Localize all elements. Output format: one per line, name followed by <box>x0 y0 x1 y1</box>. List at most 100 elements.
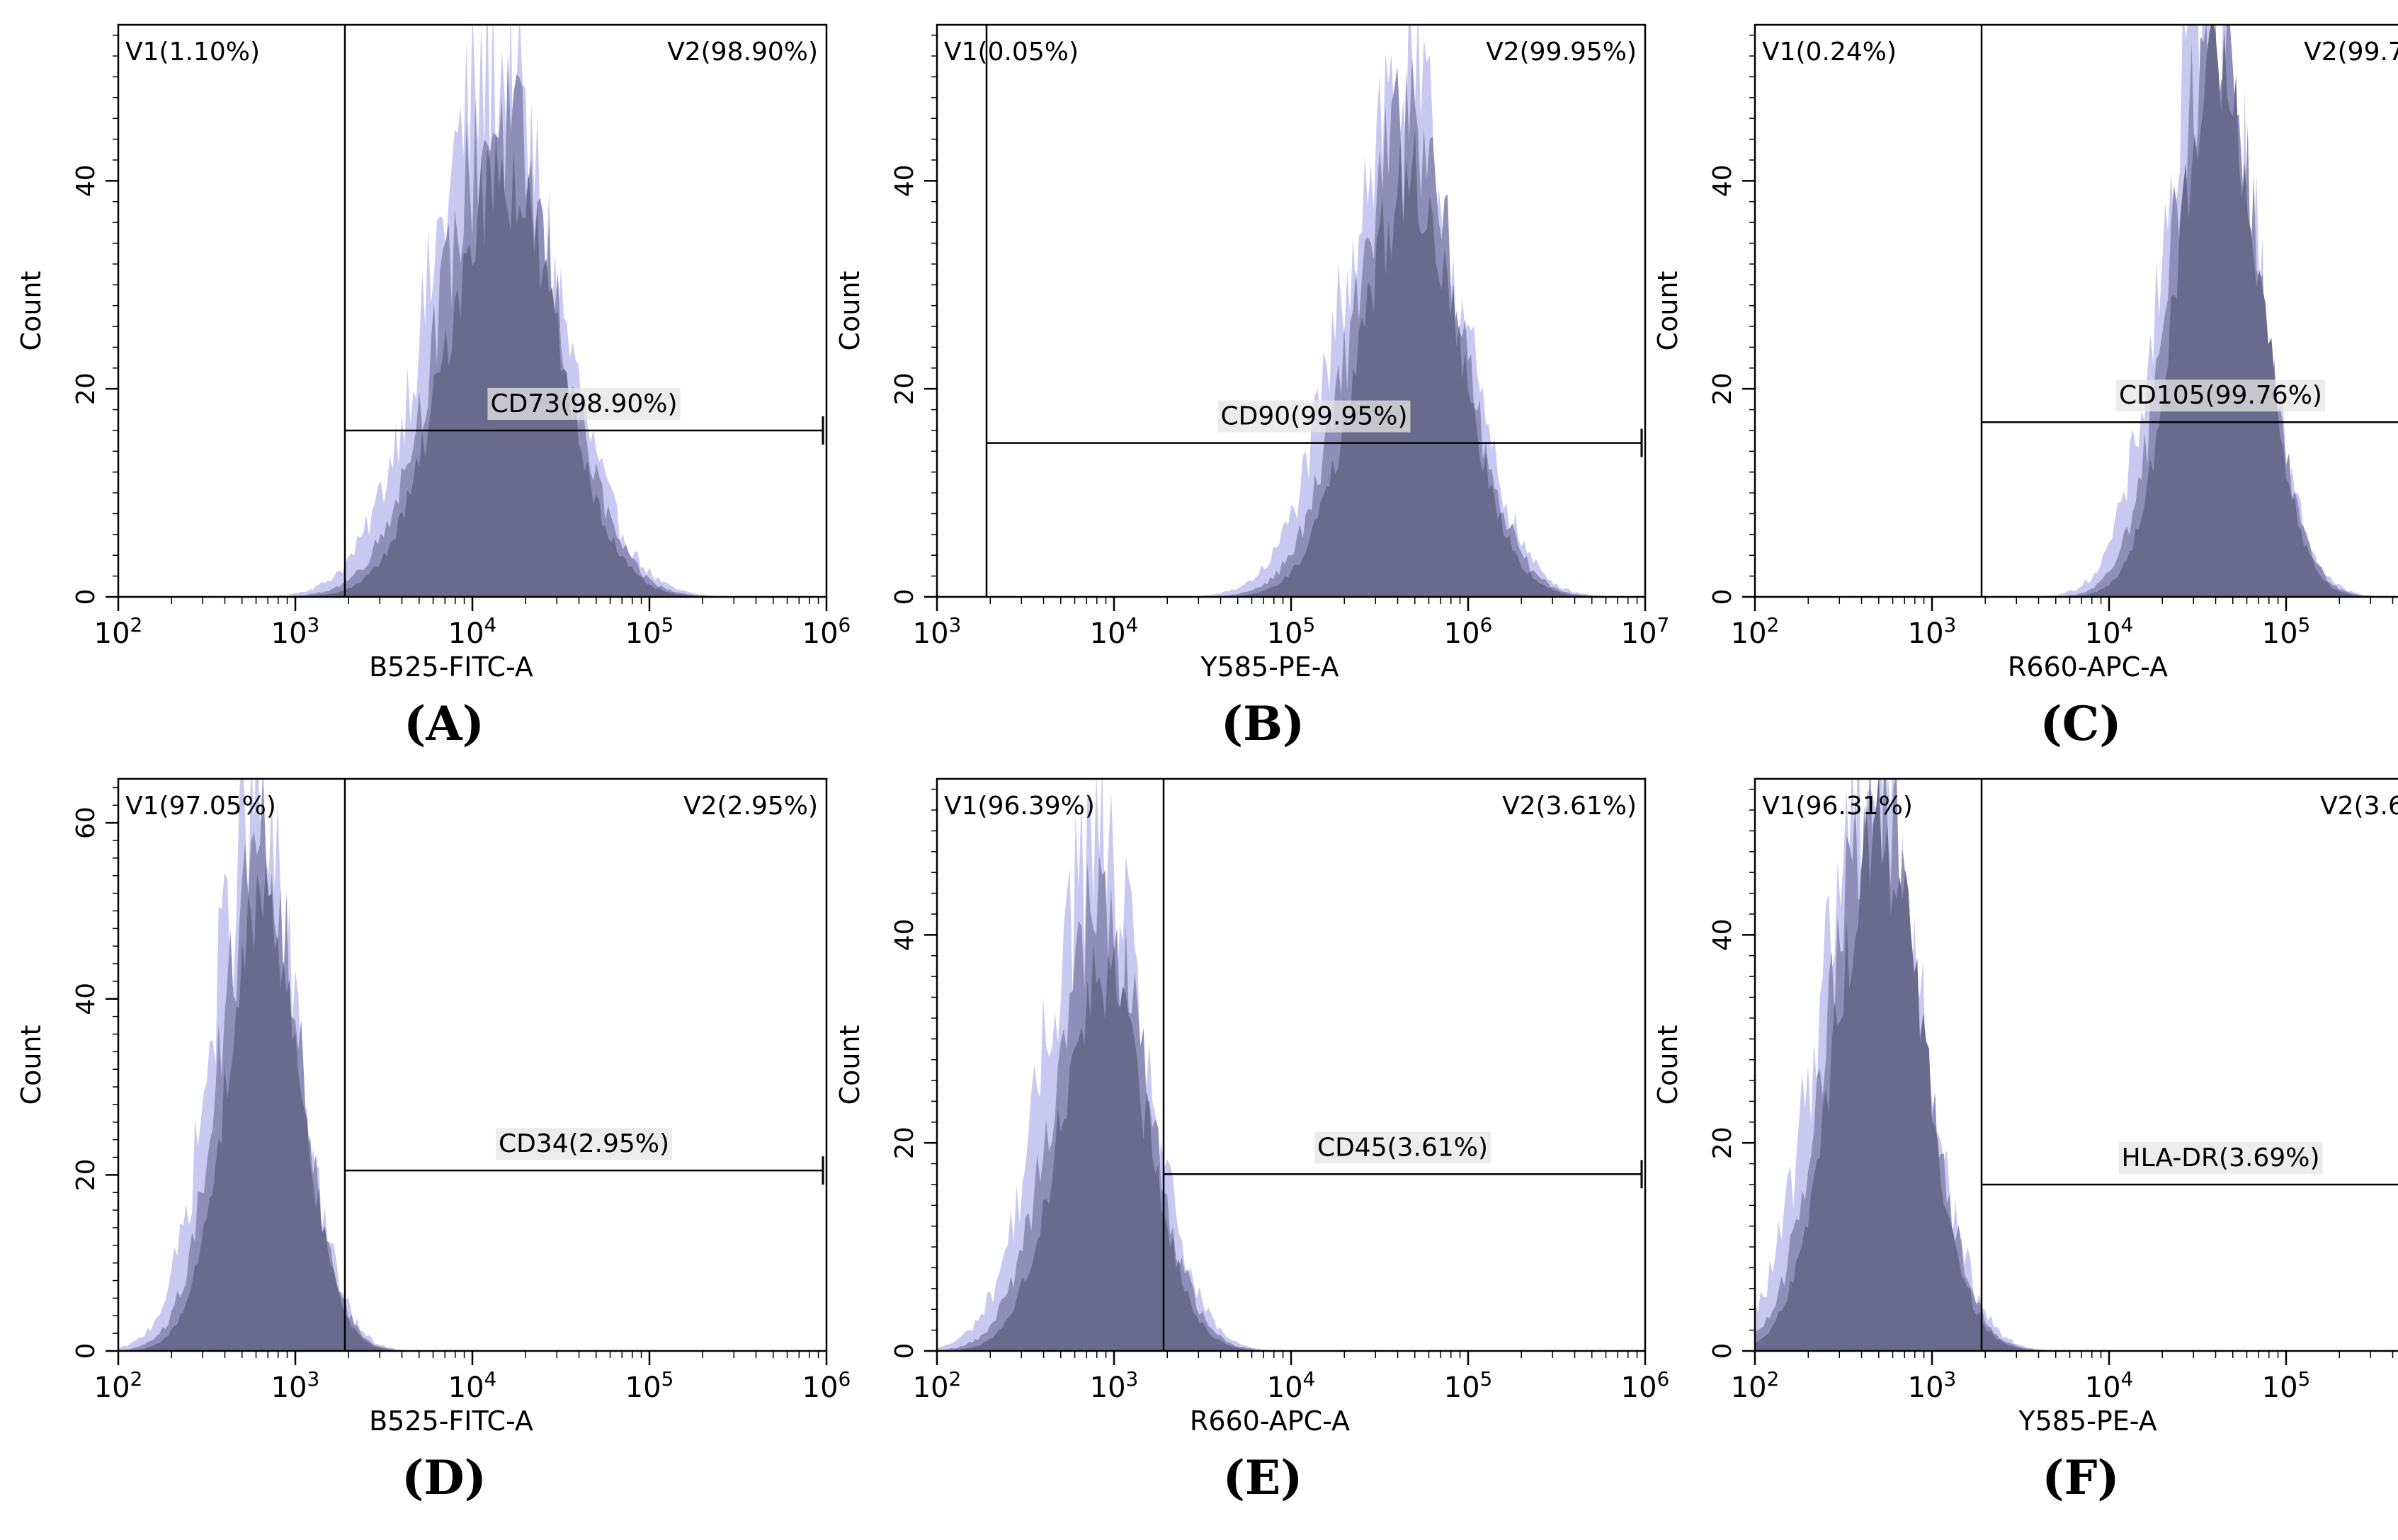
x-tick-label: 103 <box>271 613 320 650</box>
x-tick-label: 104 <box>2085 1367 2134 1404</box>
x-tick-exponent: 6 <box>839 613 851 637</box>
x-tick-label: 105 <box>625 1367 674 1404</box>
marker-label: CD90(99.95%) <box>1220 402 1407 431</box>
x-tick-label: 103 <box>1090 1367 1139 1404</box>
x-tick-exponent: 5 <box>2298 1367 2311 1391</box>
histogram-layer-dark <box>937 130 1645 597</box>
x-tick-label: 102 <box>1731 613 1780 650</box>
x-tick-label: 104 <box>1267 1367 1316 1404</box>
x-tick-exponent: 3 <box>307 613 320 637</box>
x-tick-exponent: 5 <box>2298 613 2311 637</box>
region-label-v2: V2(99.95%) <box>1486 38 1637 67</box>
marker-label-bg <box>495 1128 673 1160</box>
x-tick-base: 10 <box>913 617 949 650</box>
x-tick-exponent: 4 <box>2121 1367 2134 1391</box>
y-tick-label: 20 <box>890 372 919 405</box>
x-tick-label: 104 <box>1090 613 1139 650</box>
x-tick-base: 10 <box>271 617 307 650</box>
marker-label: CD45(3.61%) <box>1317 1133 1488 1162</box>
histogram-layer-dark <box>937 942 1645 1351</box>
x-tick-base: 10 <box>802 1371 839 1404</box>
y-tick-label: 0 <box>72 1343 101 1359</box>
histogram-panel: V1(96.39%) V2(3.61%) CD45(3.61%) 0 20 40 Count… <box>834 777 1670 1505</box>
x-tick-label: 104 <box>448 1367 497 1404</box>
x-tick-label: 104 <box>448 613 497 650</box>
x-tick-exponent: 3 <box>949 613 962 637</box>
x-tick-base: 10 <box>802 617 839 650</box>
y-tick-label: 20 <box>72 372 101 405</box>
x-tick-label: 103 <box>1908 1367 1957 1404</box>
y-tick-label: 20 <box>1708 372 1737 405</box>
x-tick-base: 10 <box>1908 1371 1944 1404</box>
region-label-v1: V1(0.05%) <box>944 38 1079 67</box>
x-tick-exponent: 7 <box>1657 613 1670 637</box>
x-tick-base: 10 <box>1621 617 1657 650</box>
x-tick-label: 107 <box>1621 613 1670 650</box>
region-label-v2: V2(99.76%) <box>2304 38 2398 67</box>
x-tick-label: 105 <box>1267 613 1316 650</box>
x-tick-base: 10 <box>2262 1371 2298 1404</box>
x-tick-label: 106 <box>1621 1367 1670 1404</box>
panel-label: (E) <box>1223 1450 1303 1505</box>
y-tick-label: 20 <box>72 1158 101 1191</box>
x-tick-exponent: 5 <box>661 1367 674 1391</box>
histogram-panel: V1(96.31%) V2(3.69%) HLA-DR(3.69%) 0 20 40 Cou… <box>1652 777 2398 1505</box>
region-label-v1: V1(1.10%) <box>125 38 260 67</box>
region-label-v1: V1(97.05%) <box>125 792 276 821</box>
marker-label: CD34(2.95%) <box>499 1129 669 1158</box>
x-tick-exponent: 5 <box>1480 1367 1493 1391</box>
x-tick-exponent: 2 <box>130 613 143 637</box>
y-tick-label: 40 <box>890 918 919 951</box>
x-tick-base: 10 <box>1444 617 1480 650</box>
x-tick-base: 10 <box>1908 617 1944 650</box>
region-label-v1: V1(96.39%) <box>944 792 1095 821</box>
x-tick-base: 10 <box>271 1371 307 1404</box>
y-axis-label: Count <box>1652 271 1683 351</box>
x-tick-base: 10 <box>625 1371 661 1404</box>
x-tick-base: 10 <box>1731 1371 1767 1404</box>
histogram-layer-dark <box>118 864 826 1351</box>
x-tick-label: 102 <box>913 1367 962 1404</box>
x-axis-label: B525-FITC-A <box>369 1405 533 1437</box>
x-tick-base: 10 <box>1090 1371 1126 1404</box>
y-tick-label: 40 <box>72 983 101 1015</box>
y-tick-label: 0 <box>890 1343 919 1359</box>
y-axis-label: Count <box>1652 1025 1683 1105</box>
marker-label-bg <box>2116 380 2325 412</box>
x-tick-base: 10 <box>1621 1371 1657 1404</box>
histogram-panel: V1(1.10%) V2(98.90%) CD73(98.90%) 0 20 40 Coun… <box>16 23 851 751</box>
marker-label: CD105(99.76%) <box>2119 381 2322 410</box>
x-axis-label: R660-APC-A <box>1190 1405 1350 1437</box>
region-label-v2: V2(98.90%) <box>667 38 818 67</box>
histogram-panel: V1(0.24%) V2(99.76%) CD105(99.76%) 0 20 40 Cou… <box>1652 23 2398 751</box>
x-tick-base: 10 <box>1731 617 1767 650</box>
x-tick-label: 105 <box>2262 613 2311 650</box>
x-tick-exponent: 6 <box>839 1367 851 1391</box>
x-tick-exponent: 2 <box>1767 613 1780 637</box>
marker-label-bg <box>2118 1141 2323 1174</box>
x-tick-exponent: 4 <box>484 613 497 637</box>
marker-label-bg <box>487 387 681 420</box>
x-axis-label: R660-APC-A <box>2008 651 2168 683</box>
marker-label-bg <box>1314 1131 1491 1164</box>
x-axis-label: Y585-PE-A <box>2018 1405 2157 1437</box>
x-tick-exponent: 2 <box>130 1367 143 1391</box>
panel-label: (F) <box>2042 1450 2119 1505</box>
histogram-panel: V1(0.05%) V2(99.95%) CD90(99.95%) 0 20 40 Coun… <box>834 23 1670 751</box>
x-tick-exponent: 3 <box>1944 1367 1957 1391</box>
panel-label: (D) <box>402 1450 487 1505</box>
x-tick-base: 10 <box>2085 617 2121 650</box>
x-tick-label: 105 <box>2262 1367 2311 1404</box>
x-tick-base: 10 <box>448 1371 484 1404</box>
region-label-v2: V2(2.95%) <box>683 792 818 821</box>
y-tick-label: 0 <box>1708 589 1737 605</box>
y-tick-label: 40 <box>1708 918 1737 951</box>
y-axis-label: Count <box>16 1025 47 1105</box>
x-tick-base: 10 <box>94 1371 130 1404</box>
x-tick-label: 105 <box>625 613 674 650</box>
histogram-layer-dark <box>1755 779 2398 1351</box>
x-tick-base: 10 <box>625 617 661 650</box>
marker-label-bg <box>1217 400 1411 433</box>
region-label-v1: V1(96.31%) <box>1762 792 1913 821</box>
x-tick-base: 10 <box>913 1371 949 1404</box>
